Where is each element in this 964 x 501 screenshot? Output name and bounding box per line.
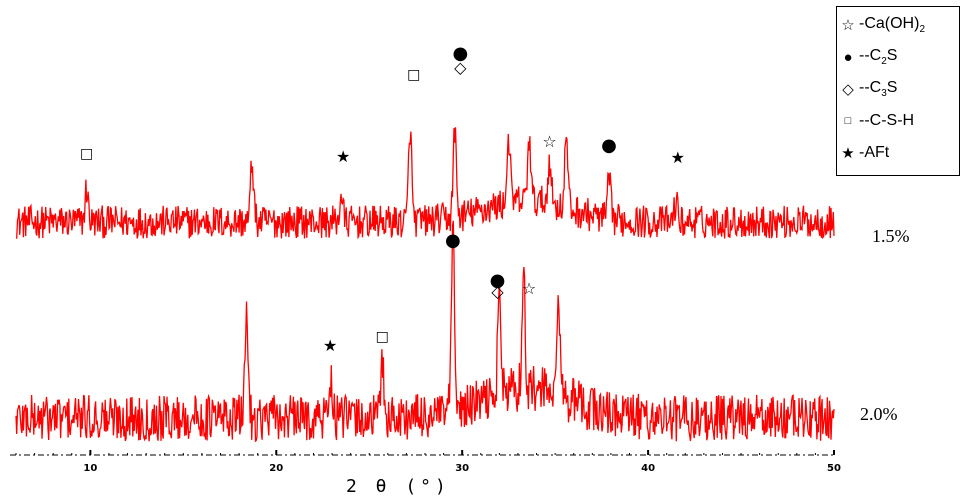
open-star-marker: ☆ [542,132,556,151]
x-axis-title: 2 θ (°) [346,476,450,497]
series-layer [15,127,835,443]
x-tick-label: 30 [455,463,469,474]
open-star-icon: ☆ [841,17,855,34]
filled-circle-marker: ● [490,270,506,291]
filled-star-marker: ★ [323,336,337,355]
legend-item-aft: ★ -AFt [837,141,889,165]
x-tick-label: 20 [269,463,283,474]
annotation-layer: □ ★□ ◇●☆ ●★★ □●●◇ ☆ [80,43,685,355]
x-tick-label: 10 [83,463,97,474]
open-diamond-icon: ◇ [842,81,854,98]
legend: ☆ -Ca(OH)2 ● --C2S ◇ --C3S □ --C-S-H ★ -AFt [836,6,960,176]
open-square-marker: □ [376,329,389,345]
filled-circle-marker: ● [601,135,617,156]
legend-item-c2s: ● --C2S [837,45,897,69]
legend-label: -AFt [859,144,890,161]
x-tick-label: 50 [827,463,841,474]
open-diamond-marker: ◇ [491,282,504,301]
filled-star-marker: ★ [671,148,685,167]
filled-circle-marker: ● [452,43,468,64]
filled-star-icon: ★ [841,145,855,162]
filled-circle-marker: ● [445,230,461,251]
filled-star-marker: ★ [336,147,350,166]
open-square-marker: □ [407,67,420,83]
legend-label: --C-S-H [859,112,915,129]
legend-item-c3s: ◇ --C3S [837,77,897,101]
legend-label: --C2S [859,46,898,68]
legend-label: --C3S [859,78,898,100]
x-axis: 10 20 30 40 50 [10,450,841,474]
filled-circle-icon: ● [843,48,853,66]
series-line-1-5 [15,127,835,240]
legend-label: -Ca(OH)2 [859,14,925,36]
legend-item-caoh2: ☆ -Ca(OH)2 [837,13,925,37]
series-line-2-0 [15,220,835,443]
legend-item-csh: □ --C-S-H [837,109,914,133]
open-diamond-marker: ◇ [454,58,467,77]
open-square-marker: □ [80,146,93,162]
series-label-2-0: 2.0% [860,404,898,424]
open-square-icon: □ [844,115,852,127]
x-tick-label: 40 [641,463,655,474]
open-star-marker: ☆ [522,279,536,298]
series-label-1-5: 1.5% [872,226,910,246]
